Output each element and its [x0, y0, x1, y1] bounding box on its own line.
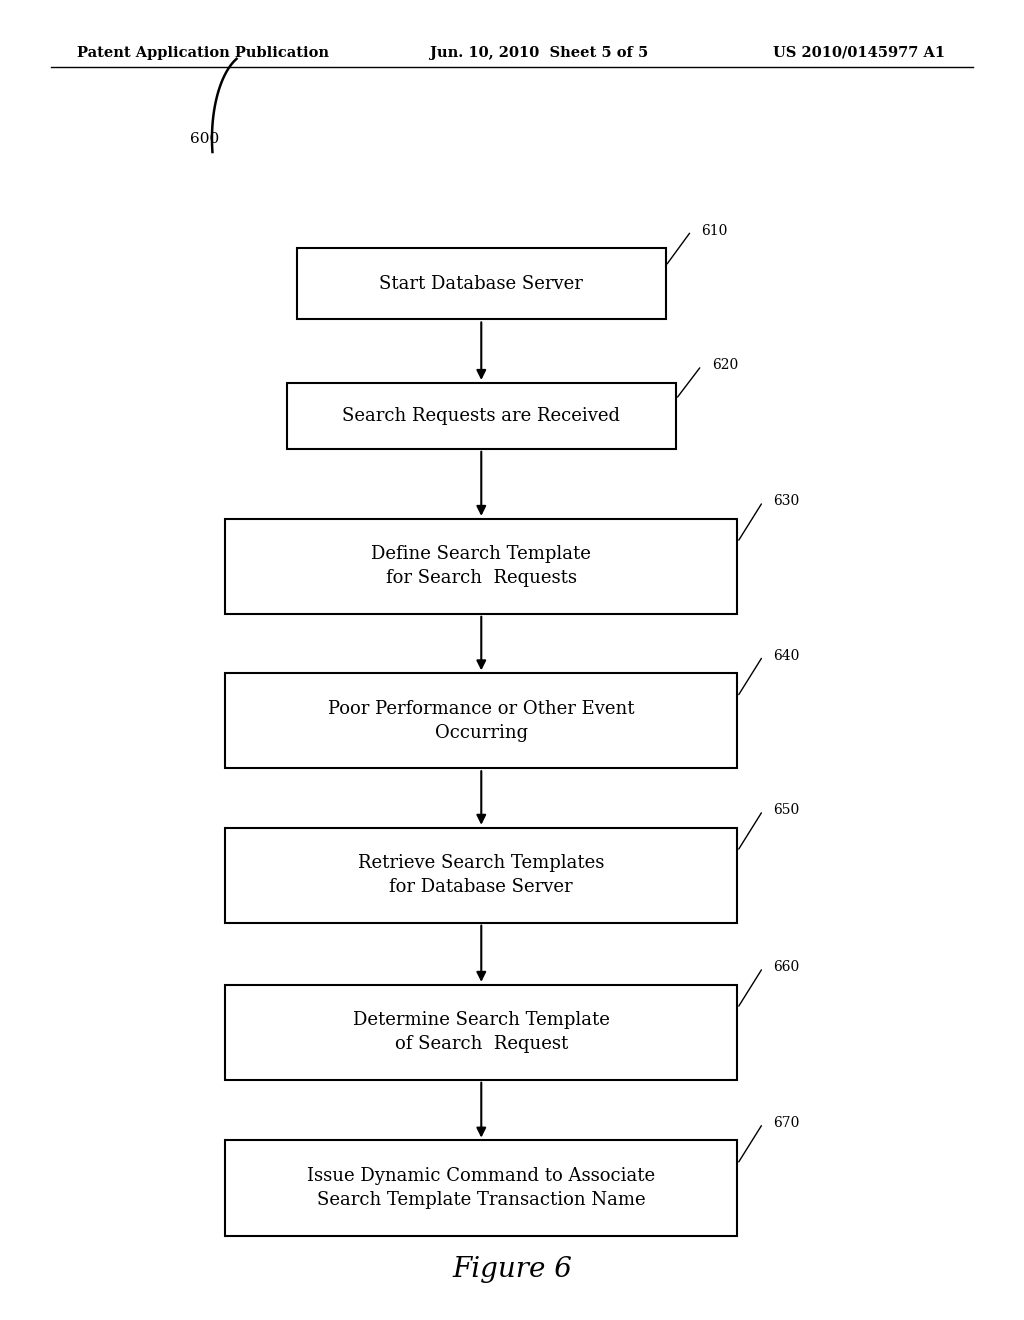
Bar — [225, 1140, 737, 1236]
Text: Poor Performance or Other Event
Occurring: Poor Performance or Other Event Occurrin… — [328, 700, 635, 742]
Text: Figure 6: Figure 6 — [452, 1257, 572, 1283]
Text: 670: 670 — [773, 1115, 800, 1130]
Text: Retrieve Search Templates
for Database Server: Retrieve Search Templates for Database S… — [358, 854, 604, 896]
Text: Determine Search Template
of Search  Request: Determine Search Template of Search Requ… — [353, 1011, 609, 1053]
Bar — [287, 383, 676, 449]
Bar — [225, 673, 737, 768]
Bar — [225, 519, 737, 614]
Text: Patent Application Publication: Patent Application Publication — [77, 46, 329, 59]
Text: 630: 630 — [773, 494, 800, 508]
Text: Define Search Template
for Search  Requests: Define Search Template for Search Reques… — [372, 545, 591, 587]
Bar — [225, 985, 737, 1080]
Text: 640: 640 — [773, 648, 800, 663]
Text: Issue Dynamic Command to Associate
Search Template Transaction Name: Issue Dynamic Command to Associate Searc… — [307, 1167, 655, 1209]
Text: Start Database Server: Start Database Server — [379, 275, 584, 293]
Text: US 2010/0145977 A1: US 2010/0145977 A1 — [773, 46, 945, 59]
Text: 650: 650 — [773, 803, 800, 817]
Text: 610: 610 — [701, 223, 728, 238]
Text: Jun. 10, 2010  Sheet 5 of 5: Jun. 10, 2010 Sheet 5 of 5 — [430, 46, 648, 59]
Bar — [297, 248, 666, 319]
Text: Search Requests are Received: Search Requests are Received — [342, 407, 621, 425]
Bar — [225, 828, 737, 923]
Text: 660: 660 — [773, 960, 800, 974]
Text: 600: 600 — [190, 132, 220, 147]
Text: 620: 620 — [712, 358, 738, 372]
